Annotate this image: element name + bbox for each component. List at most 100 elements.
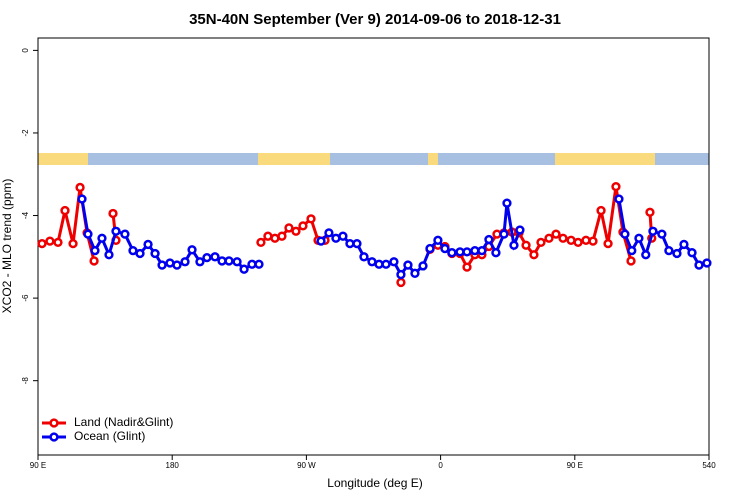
point [462, 262, 472, 272]
y-tick-label: -4 [21, 211, 30, 219]
point [581, 235, 591, 245]
point [157, 260, 167, 270]
point [396, 269, 406, 280]
point [573, 237, 583, 248]
point [484, 234, 494, 245]
point [418, 261, 428, 271]
point [558, 233, 568, 243]
y-axis-label: XCO2 - MLO trend (ppm) [0, 179, 14, 314]
point [626, 256, 636, 266]
point [410, 268, 420, 278]
point [657, 229, 667, 239]
point [614, 194, 624, 204]
point [596, 205, 606, 216]
point [60, 205, 70, 216]
point [627, 245, 637, 256]
point [611, 181, 621, 192]
point [316, 236, 326, 246]
point [202, 252, 212, 263]
point [447, 248, 457, 258]
point [477, 245, 487, 256]
point [694, 260, 704, 270]
map-strip [38, 153, 709, 165]
point [603, 238, 613, 249]
x-tick-label: 90 E [567, 461, 583, 470]
point [37, 238, 47, 249]
point [679, 239, 689, 250]
point [381, 259, 391, 269]
point [284, 223, 294, 233]
point [120, 229, 130, 239]
point [462, 247, 472, 257]
point [588, 236, 598, 246]
point [509, 240, 519, 250]
point [491, 248, 501, 258]
plot-frame [37, 37, 710, 456]
point [90, 245, 100, 256]
point [440, 243, 450, 254]
land-band [555, 153, 655, 165]
point [89, 256, 99, 266]
y-tick-label: -2 [21, 129, 30, 137]
point [298, 221, 308, 231]
point [634, 233, 644, 243]
point [338, 231, 348, 241]
point [433, 235, 443, 245]
point [403, 260, 413, 270]
point [172, 260, 182, 270]
point [648, 226, 658, 236]
point [425, 243, 435, 254]
point [195, 257, 205, 267]
point [232, 257, 242, 267]
legend-marker [49, 418, 59, 428]
point [352, 238, 362, 249]
point [544, 233, 554, 243]
point [521, 240, 531, 250]
point [324, 228, 334, 238]
point [210, 252, 220, 262]
land-band [38, 153, 88, 165]
point [239, 264, 249, 274]
point [128, 245, 138, 256]
x-axis-label: Longitude (deg E) [327, 476, 422, 490]
point [77, 194, 87, 204]
chart-title: 35N-40N September (Ver 9) 2014-09-06 to … [189, 11, 561, 28]
y-tick-label: -8 [21, 377, 30, 385]
point [53, 237, 63, 248]
point [499, 229, 509, 239]
legend-label: Ocean (Glint) [74, 429, 145, 443]
point [135, 248, 145, 259]
point [396, 277, 406, 288]
x-tick-label: 180 [166, 461, 180, 470]
point [645, 207, 655, 217]
point [97, 233, 107, 243]
point [536, 237, 546, 248]
legend-marker [49, 432, 59, 442]
point [150, 248, 160, 259]
point [111, 226, 121, 236]
point [306, 214, 316, 224]
x-tick-label: 540 [702, 461, 716, 470]
point [68, 238, 78, 249]
point [75, 182, 85, 193]
x-tick-label: 90 W [297, 461, 316, 470]
point [277, 231, 287, 241]
point [641, 250, 651, 260]
point [143, 239, 153, 250]
point [254, 259, 264, 269]
x-tick-label: 90 E [30, 461, 46, 470]
point [45, 236, 55, 246]
land-band [258, 153, 330, 165]
point [256, 237, 266, 248]
point [515, 225, 525, 235]
land-band [428, 153, 438, 165]
point [104, 250, 114, 260]
point [291, 226, 301, 236]
point [702, 258, 712, 268]
point [672, 248, 682, 259]
point [687, 248, 697, 258]
point [359, 252, 369, 262]
point [224, 256, 234, 266]
point [502, 198, 512, 208]
